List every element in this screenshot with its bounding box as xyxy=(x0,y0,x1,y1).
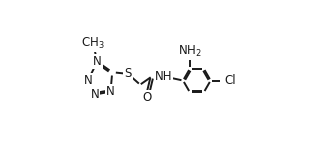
Text: S: S xyxy=(124,67,132,80)
Text: N: N xyxy=(93,55,102,68)
Text: NH$_2$: NH$_2$ xyxy=(178,44,202,59)
Text: N: N xyxy=(84,74,93,86)
Text: Cl: Cl xyxy=(224,74,236,87)
Text: N: N xyxy=(90,88,99,101)
Text: NH: NH xyxy=(155,70,172,83)
Text: N: N xyxy=(106,85,115,98)
Text: O: O xyxy=(143,91,152,104)
Text: CH$_3$: CH$_3$ xyxy=(81,36,105,51)
